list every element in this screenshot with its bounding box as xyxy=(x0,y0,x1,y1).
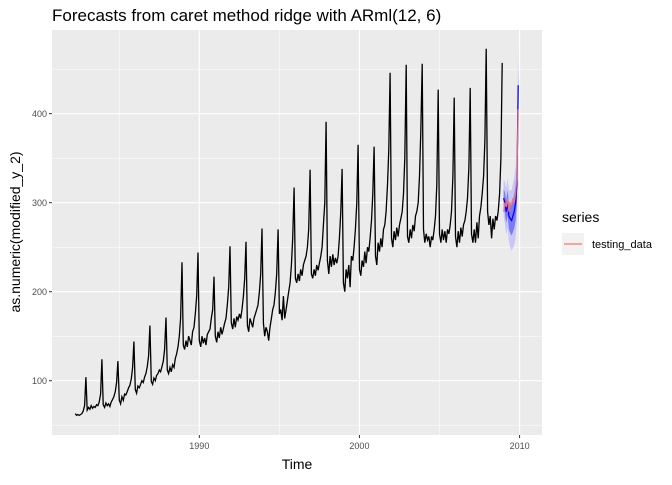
series-lines xyxy=(74,48,519,417)
x-axis-label: Time xyxy=(282,456,313,472)
interval-80-band xyxy=(503,65,519,236)
x-tick-label: 2000 xyxy=(349,441,369,451)
y-tick-label: 200 xyxy=(32,287,47,297)
chart-title: Forecasts from caret method ridge with A… xyxy=(52,6,441,25)
legend-label-testing-data: testing_data xyxy=(592,239,653,251)
y-tick-label: 100 xyxy=(32,376,47,386)
legend-title: series xyxy=(562,209,599,225)
gridlines xyxy=(52,30,542,435)
y-axis-label: as.numeric(modified_y_2) xyxy=(7,151,23,312)
x-tick-label: 2010 xyxy=(510,441,530,451)
forecast-line xyxy=(502,85,519,222)
legend: series testing_data xyxy=(562,209,653,255)
plot-panel xyxy=(52,30,542,435)
y-tick-label: 400 xyxy=(32,109,47,119)
axes: 1990 2000 2010 100 200 300 400 xyxy=(32,109,530,451)
y-tick-label: 300 xyxy=(32,198,47,208)
history-line xyxy=(74,48,503,417)
x-tick-label: 1990 xyxy=(189,441,209,451)
testing-data-line xyxy=(502,109,519,212)
